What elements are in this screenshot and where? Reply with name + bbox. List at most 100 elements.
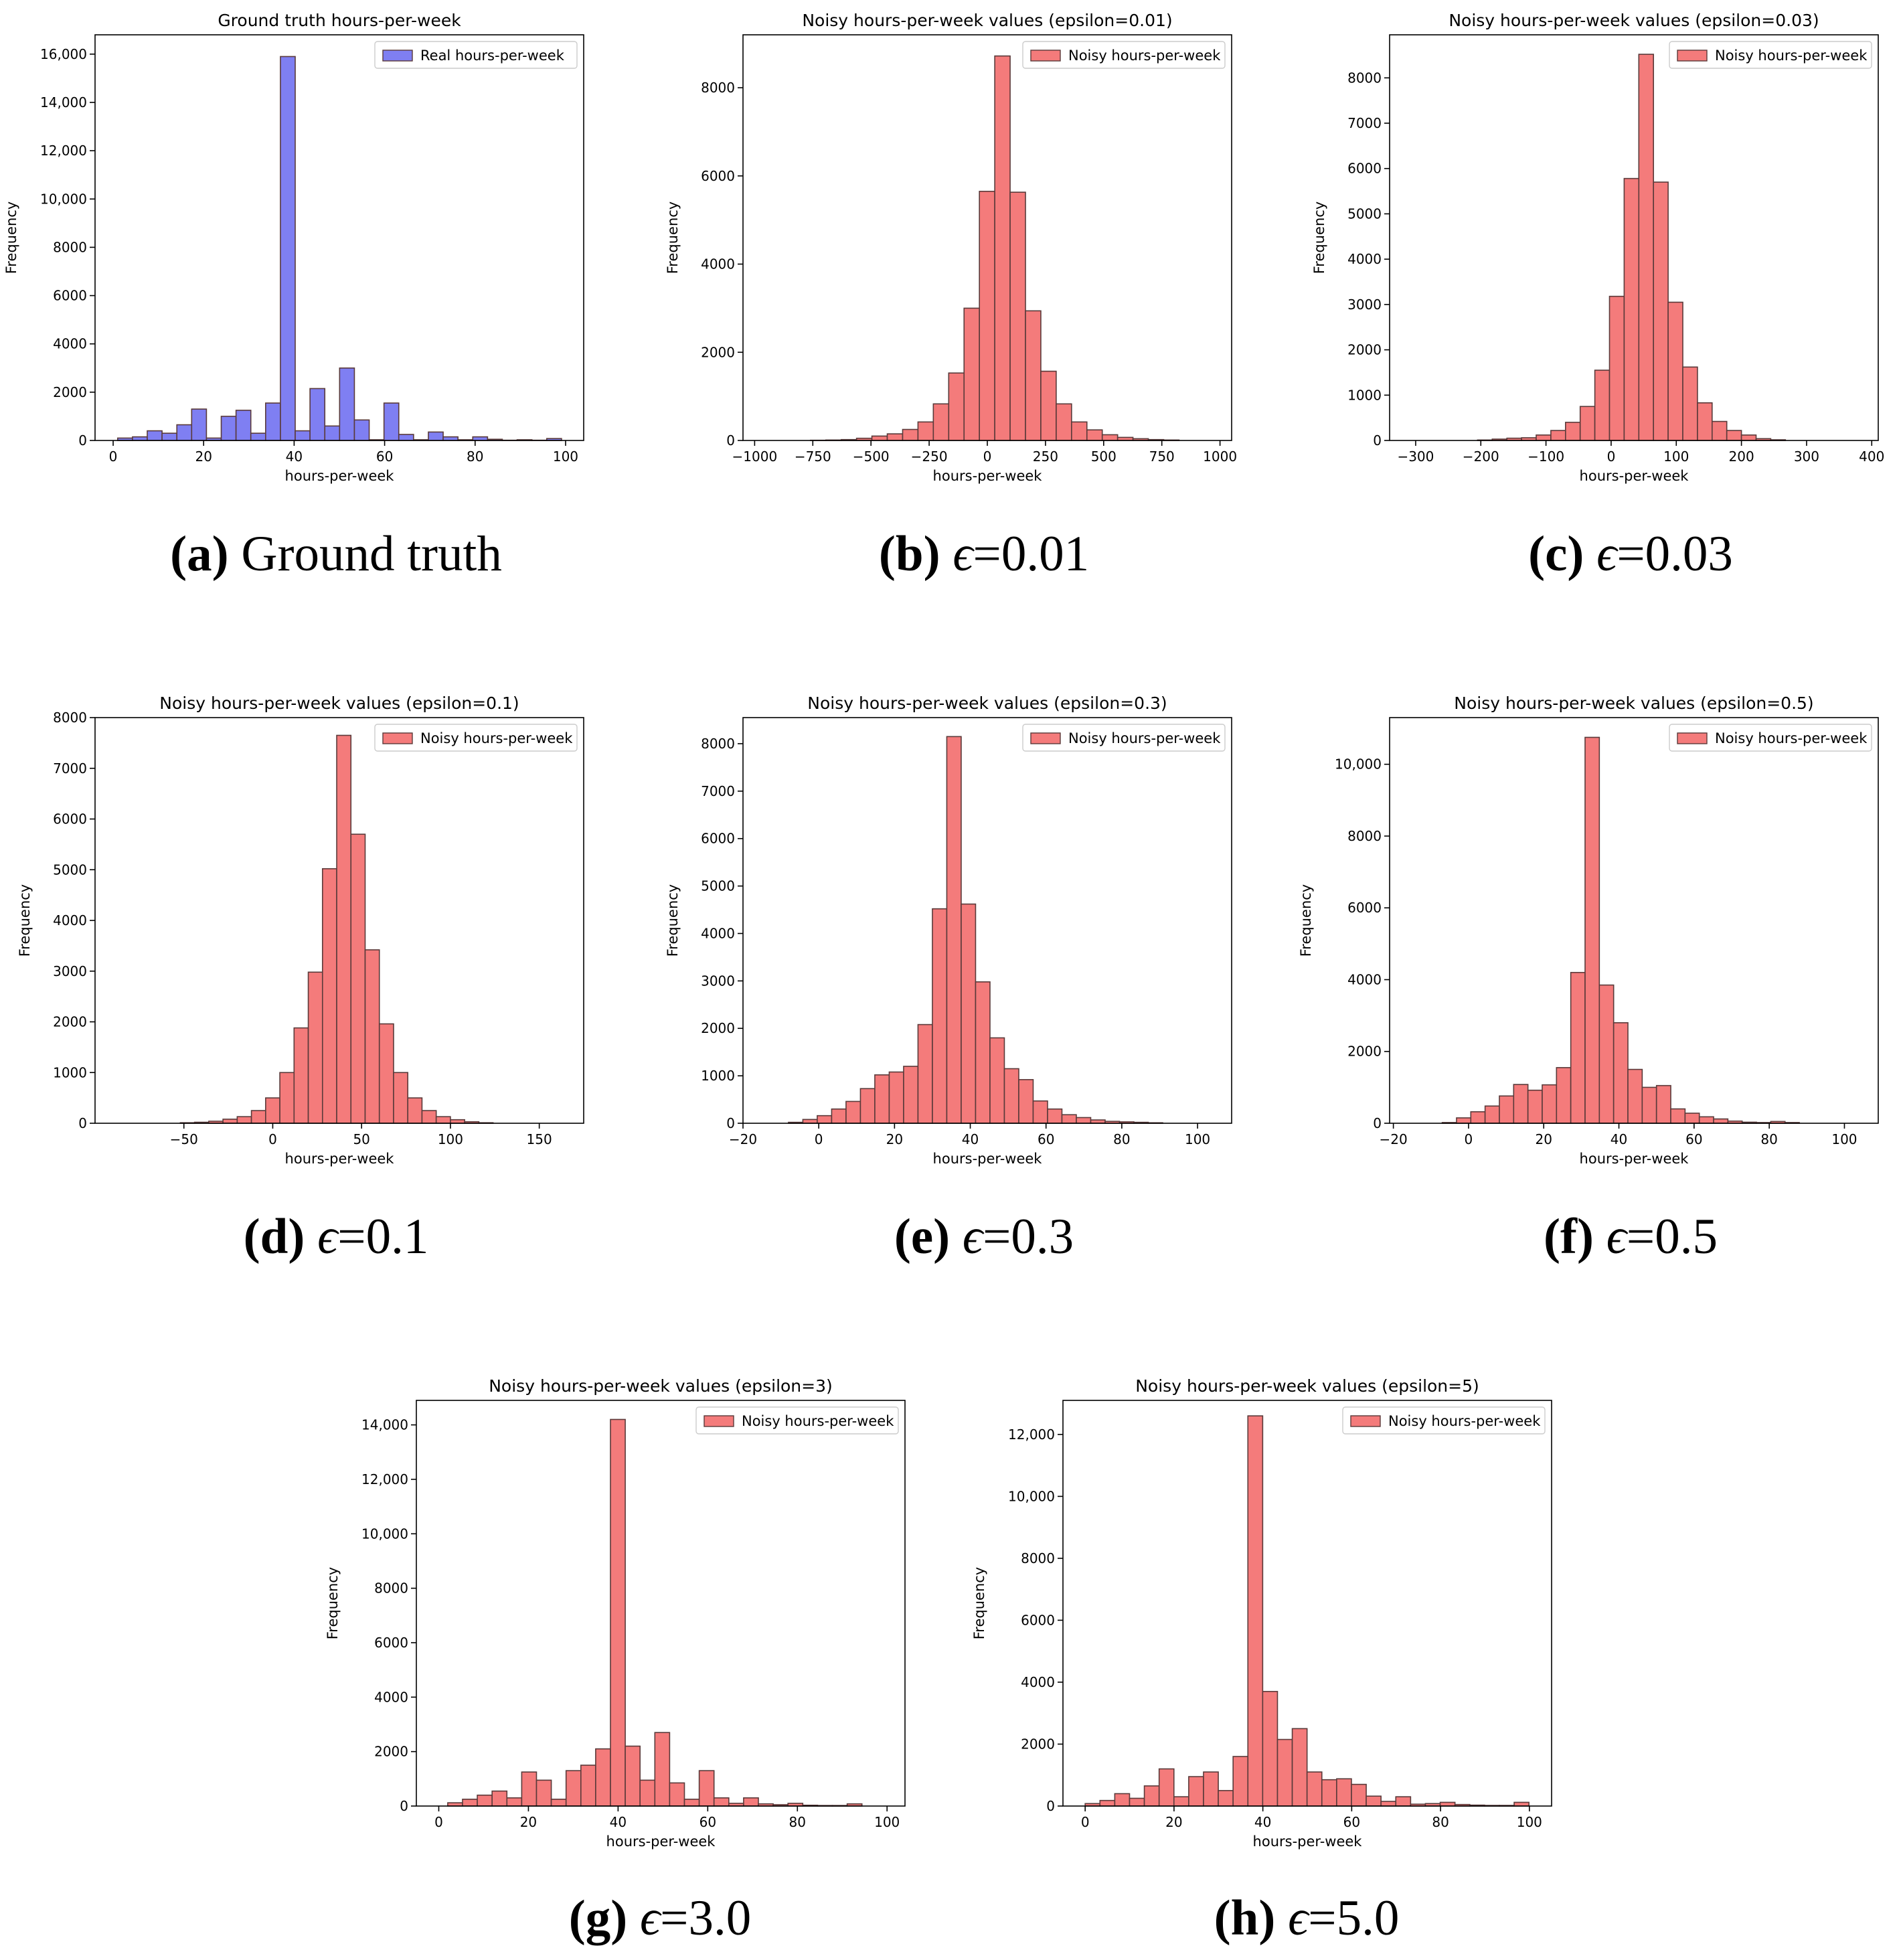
legend-swatch (1677, 732, 1708, 744)
chart-title: Ground truth hours-per-week (218, 11, 461, 30)
x-axis-label: hours-per-week (933, 1151, 1043, 1167)
plot-frame (1062, 1400, 1552, 1807)
x-tick-label: 40 (286, 448, 303, 465)
histogram-bar (324, 425, 341, 441)
histogram-bar (236, 1116, 252, 1124)
x-tick-label: 20 (1536, 1131, 1552, 1147)
y-tick-label: 0 (1046, 1798, 1055, 1814)
histogram-bar (265, 402, 281, 441)
histogram-bar (654, 1732, 671, 1807)
histogram-bar (176, 424, 193, 441)
histogram-bar (1613, 1022, 1629, 1124)
histogram-bar (917, 1024, 933, 1124)
histogram-bar (903, 1066, 919, 1124)
caption-epsilon-value: 0.1 (366, 1209, 429, 1264)
y-tick-label: 0 (726, 1115, 735, 1131)
y-tick-label: 8000 (1347, 828, 1382, 844)
histogram-bar (1565, 422, 1581, 441)
histogram-bar (353, 419, 370, 441)
y-tick-label: 5000 (701, 878, 735, 894)
histogram-bar (625, 1745, 641, 1807)
histogram-bar (1025, 310, 1042, 441)
histogram-bar (1003, 1068, 1019, 1124)
caption-letter: (a) (170, 526, 228, 582)
x-tick-label: 40 (1254, 1814, 1271, 1830)
y-tick-label: 4000 (1347, 251, 1382, 267)
histogram-bar (1527, 1089, 1543, 1124)
histogram-bar (1247, 1415, 1264, 1807)
histogram-bar (1667, 301, 1683, 441)
y-tick-label: 12,000 (361, 1471, 408, 1487)
histogram-bar (1086, 429, 1103, 441)
histogram-bar (1158, 1768, 1175, 1807)
legend-box (374, 724, 578, 752)
x-tick-label: −20 (729, 1131, 757, 1147)
y-axis-label: Frequency (1298, 884, 1314, 957)
y-tick-label: 6000 (374, 1635, 408, 1651)
legend-swatch (704, 1415, 734, 1427)
histogram-bar (428, 431, 444, 441)
histogram-bar (1395, 1796, 1412, 1807)
histogram-bar (280, 56, 296, 441)
caption-letter: (b) (879, 526, 940, 582)
histogram-bar (477, 1794, 493, 1807)
histogram-bar (874, 1074, 890, 1124)
histogram-bar (963, 307, 980, 441)
y-tick-label: 2000 (374, 1744, 408, 1760)
histogram-bar (1536, 434, 1552, 441)
histogram-bar (265, 1097, 280, 1124)
histogram-bar (859, 1088, 876, 1124)
y-tick-label: 6000 (1021, 1612, 1055, 1628)
histogram-bar (1556, 1067, 1572, 1124)
subfigure-caption: (b) ϵ=0.01 (879, 526, 1089, 582)
histogram-bar (161, 432, 178, 441)
histogram-bar (398, 434, 414, 441)
legend-swatch (1030, 50, 1061, 62)
histogram-bar (743, 1797, 759, 1807)
y-tick-label: 4000 (1021, 1674, 1055, 1690)
histogram-bar (383, 402, 400, 441)
legend-label: Noisy hours-per-week (1715, 730, 1868, 746)
histogram-bar (1499, 1095, 1515, 1124)
y-axis-label: Frequency (3, 201, 19, 274)
y-tick-label: 8000 (1347, 70, 1382, 86)
histogram-bar (989, 1037, 1005, 1124)
y-tick-label: 10,000 (40, 191, 87, 207)
subfigure-caption: (c) ϵ=0.03 (1528, 526, 1733, 582)
plot-frame (1389, 717, 1879, 1124)
histogram-bar (698, 1770, 715, 1807)
x-tick-label: 0 (1607, 448, 1616, 465)
caption-epsilon-value: 0.01 (1001, 526, 1089, 582)
histogram-bar (1047, 1108, 1063, 1124)
histogram-bar (462, 1799, 478, 1807)
y-tick-label: 8000 (701, 736, 735, 752)
histogram-bar (1009, 191, 1026, 441)
x-tick-label: 0 (1465, 1131, 1473, 1147)
histogram-bar (1570, 971, 1586, 1124)
x-axis-label: hours-per-week (1580, 1151, 1689, 1167)
histogram-bar (309, 388, 326, 441)
y-tick-label: 2000 (1347, 342, 1382, 358)
x-tick-label: 80 (789, 1814, 806, 1830)
y-tick-label: 7000 (53, 760, 87, 777)
equals-sign: = (660, 1890, 688, 1946)
histogram-bar (975, 981, 991, 1124)
histogram-bar (191, 408, 208, 441)
histogram-bar (1670, 1108, 1686, 1124)
y-tick-label: 0 (78, 1115, 87, 1131)
histogram-bar (1188, 1776, 1204, 1807)
histogram-bar (1101, 434, 1119, 441)
chart-title: Noisy hours-per-week values (epsilon=3) (489, 1376, 833, 1396)
histogram-bar (350, 833, 366, 1124)
y-tick-label: 8000 (1021, 1550, 1055, 1566)
chart-title: Noisy hours-per-week values (epsilon=0.1… (159, 693, 519, 713)
y-tick-label: 7000 (1347, 115, 1382, 131)
histogram-bar (831, 1108, 847, 1124)
y-tick-label: 6000 (1347, 900, 1382, 916)
histogram-bar (683, 1799, 700, 1807)
caption-epsilon-value: 0.5 (1655, 1209, 1718, 1264)
y-tick-label: 4000 (701, 925, 735, 941)
histogram-bar (147, 430, 163, 441)
histogram-bar (1584, 736, 1600, 1124)
y-tick-label: 4000 (53, 336, 87, 352)
